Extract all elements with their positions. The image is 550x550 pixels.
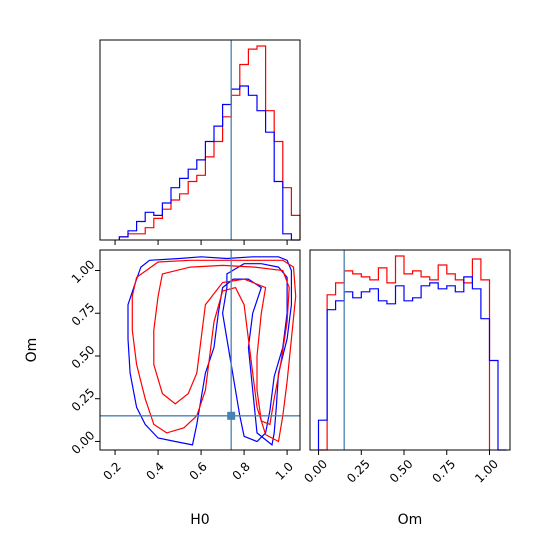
om-xlabel: Om <box>398 512 423 528</box>
contour-xtick-label-2: 0.6 <box>187 459 210 482</box>
om-hist-frame <box>309 249 511 451</box>
contour-ylabel: Om <box>24 338 40 363</box>
contour-truth-marker <box>227 411 236 420</box>
contour-xtick-label-3: 0.8 <box>230 459 253 482</box>
contour-red-0 <box>131 259 297 443</box>
h0-hist-frame <box>99 39 301 241</box>
contour-xtick-label-1: 0.4 <box>144 459 167 482</box>
om-xtick-label-2: 0.50 <box>387 457 416 486</box>
contour-frame <box>99 249 301 451</box>
om-xtick-label-3: 0.75 <box>430 457 459 486</box>
contour-ytick-label-1: 0.25 <box>69 385 98 414</box>
contour-xtick-label-4: 1.0 <box>273 459 296 482</box>
contour-ytick-label-2: 0.50 <box>69 343 98 372</box>
om-xtick-label-0: 0.00 <box>301 457 330 486</box>
contour-ytick-label-4: 1.00 <box>69 257 98 286</box>
om-xtick-label-1: 0.25 <box>344 457 373 486</box>
om-hist-blue <box>317 276 507 451</box>
contour-red-1 <box>153 264 290 426</box>
h0-hist-blue <box>118 85 300 241</box>
contour-blue-0 <box>127 256 292 446</box>
contour-ytick-label-3: 0.75 <box>69 300 98 329</box>
h0-hist-red <box>118 45 301 240</box>
contour-ytick-label-0: 0.00 <box>69 428 98 457</box>
contour-xtick-label-0: 0.2 <box>101 459 124 482</box>
om-xtick-label-4: 1.00 <box>472 457 501 486</box>
contour-xlabel: H0 <box>190 512 209 528</box>
